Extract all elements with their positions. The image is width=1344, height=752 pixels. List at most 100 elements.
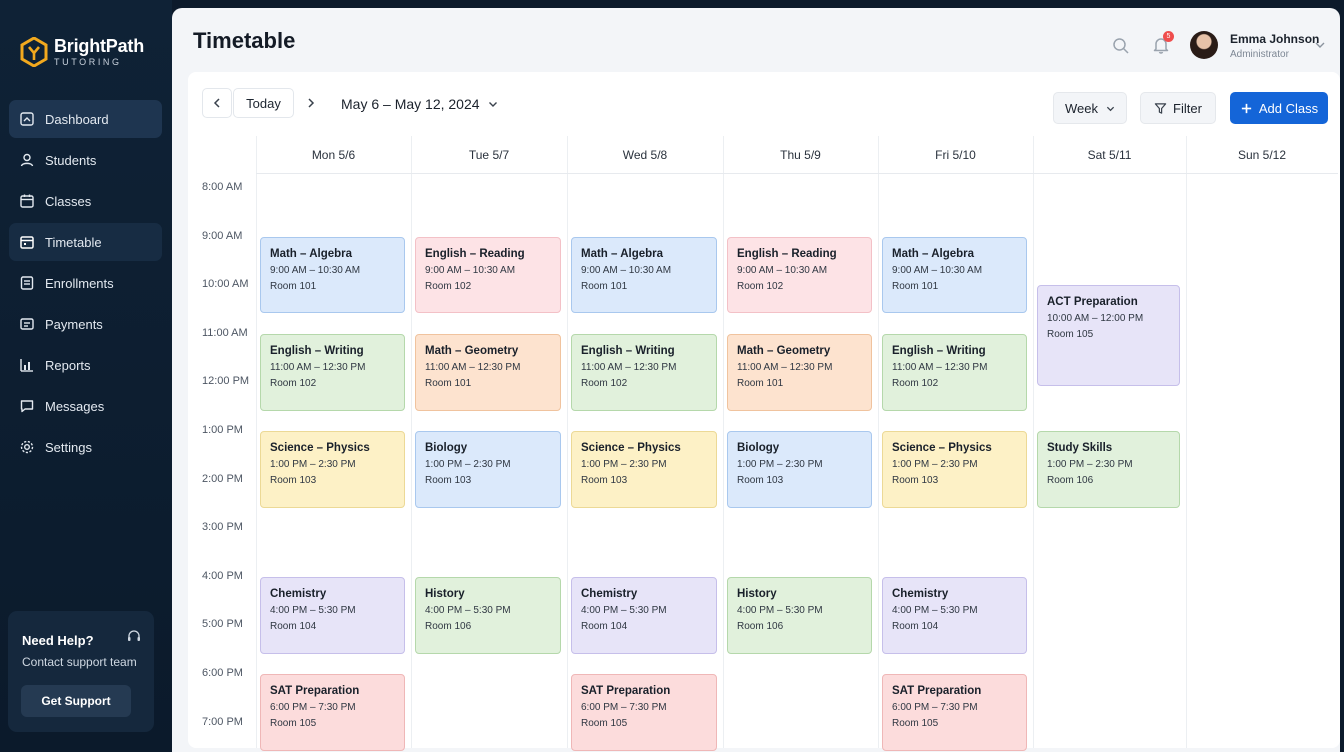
class-event[interactable]: Science – Physics 1:00 PM – 2:30 PM Room 1… bbox=[882, 431, 1027, 508]
class-room: Room 103 bbox=[581, 475, 628, 486]
class-event[interactable]: Chemistry 4:00 PM – 5:30 PM Room 104 bbox=[571, 576, 717, 654]
class-time: 1:00 PM – 2:30 PM bbox=[270, 459, 356, 470]
class-event[interactable]: Math – Algebra 9:00 AM – 10:30 AM Room 101 bbox=[260, 236, 405, 314]
class-event[interactable]: History 4:00 PM – 5:30 PM Room 106 bbox=[727, 576, 872, 654]
class-room: Room 104 bbox=[892, 620, 939, 632]
time-label: 3:00 PM bbox=[202, 521, 243, 534]
view-select-label: Week bbox=[1065, 100, 1098, 116]
grid-column-line bbox=[1033, 136, 1034, 748]
next-week-button[interactable] bbox=[296, 88, 326, 118]
class-event[interactable]: SAT Preparation 6:00 PM – 7:30 PM Room 105 bbox=[571, 674, 717, 751]
reports-icon bbox=[19, 357, 35, 373]
class-title: Math – Geometry bbox=[737, 344, 831, 357]
time-label: 8:00 AM bbox=[202, 181, 243, 193]
time-label: 10:00 AM bbox=[202, 278, 249, 291]
user-name[interactable]: Emma Johnson bbox=[1230, 32, 1320, 46]
add-class-button[interactable]: Add Class bbox=[1230, 92, 1328, 124]
brand-logo[interactable]: BrightPath TUTORING bbox=[20, 36, 144, 68]
class-event[interactable]: Chemistry 4:00 PM – 5:30 PM Room 104 bbox=[882, 576, 1027, 654]
messages-icon bbox=[19, 398, 35, 414]
class-event[interactable]: Chemistry 4:00 PM – 5:30 PM Room 104 bbox=[260, 576, 405, 654]
class-event[interactable]: Science – Physics 1:00 PM – 2:30 PM Room 1… bbox=[571, 431, 717, 508]
sidebar-item-settings[interactable]: Settings bbox=[9, 428, 162, 466]
class-event[interactable]: English – Writing 11:00 AM – 12:30 PM Room… bbox=[571, 333, 717, 411]
class-event[interactable]: History 4:00 PM – 5:30 PM Room 106 bbox=[415, 576, 561, 654]
sidebar-nav: Dashboard Students Classes Timetable Enr… bbox=[9, 100, 162, 469]
class-event[interactable]: English – Reading 9:00 AM – 10:30 AM Room … bbox=[415, 236, 561, 314]
time-label: 12:00 PM bbox=[202, 375, 250, 388]
date-range-selector[interactable]: May 6 – May 12, 2024 bbox=[341, 96, 498, 112]
sidebar-item-dashboard[interactable]: Dashboard bbox=[9, 100, 162, 138]
class-title: English – Writing bbox=[581, 344, 675, 357]
filter-button[interactable]: Filter bbox=[1140, 92, 1216, 124]
view-select[interactable]: Week bbox=[1053, 92, 1127, 124]
class-event[interactable]: Math – Geometry 11:00 AM – 12:30 PM Room 1… bbox=[727, 333, 872, 411]
sidebar-item-payments[interactable]: Payments bbox=[9, 305, 162, 343]
payments-icon bbox=[19, 316, 35, 332]
class-event[interactable]: English – Writing 11:00 AM – 12:30 PM Room… bbox=[882, 333, 1027, 411]
class-title: English – Reading bbox=[425, 247, 525, 260]
sidebar-item-label: Reports bbox=[45, 357, 91, 373]
today-button[interactable]: Today bbox=[233, 88, 294, 118]
day-header[interactable]: Fri 5/10 bbox=[878, 136, 1033, 174]
day-header[interactable]: Thu 5/9 bbox=[723, 136, 878, 174]
class-room: Room 102 bbox=[581, 377, 628, 389]
class-time: 4:00 PM – 5:30 PM bbox=[892, 604, 978, 616]
grid-column-line bbox=[1186, 136, 1187, 748]
class-event[interactable]: Biology 1:00 PM – 2:30 PM Room 103 bbox=[415, 431, 561, 508]
chevron-left-icon bbox=[213, 98, 220, 108]
help-title: Need Help? bbox=[22, 633, 94, 648]
sidebar-item-label: Timetable bbox=[45, 234, 102, 250]
previous-week-button[interactable] bbox=[202, 88, 232, 118]
class-room: Room 103 bbox=[737, 475, 784, 486]
sidebar-item-students[interactable]: Students bbox=[9, 141, 162, 179]
avatar[interactable] bbox=[1190, 31, 1218, 59]
sidebar-item-messages[interactable]: Messages bbox=[9, 387, 162, 425]
class-title: History bbox=[737, 587, 777, 600]
class-time: 1:00 PM – 2:30 PM bbox=[737, 459, 823, 470]
class-event[interactable]: Math – Algebra 9:00 AM – 10:30 AM Room 101 bbox=[882, 236, 1027, 314]
get-support-button[interactable]: Get Support bbox=[21, 685, 131, 717]
class-time: 9:00 AM – 10:30 AM bbox=[581, 264, 672, 276]
sidebar-item-timetable[interactable]: Timetable bbox=[9, 223, 162, 261]
class-title: English – Writing bbox=[270, 344, 364, 357]
class-event[interactable]: Biology 1:00 PM – 2:30 PM Room 103 bbox=[727, 431, 872, 508]
grid-column-line bbox=[411, 136, 412, 748]
class-title: Chemistry bbox=[270, 587, 327, 600]
class-time: 6:00 PM – 7:30 PM bbox=[270, 702, 356, 713]
class-time: 4:00 PM – 5:30 PM bbox=[581, 604, 667, 616]
settings-icon bbox=[19, 439, 35, 455]
class-event[interactable]: Math – Algebra 9:00 AM – 10:30 AM Room 101 bbox=[571, 236, 717, 314]
class-title: Math – Algebra bbox=[892, 247, 975, 260]
search-icon[interactable] bbox=[1112, 37, 1130, 55]
class-title: SAT Preparation bbox=[581, 685, 671, 697]
class-event[interactable]: ACT Preparation 10:00 AM – 12:00 PM Room 1… bbox=[1037, 285, 1180, 387]
filter-label: Filter bbox=[1173, 100, 1202, 116]
class-time: 1:00 PM – 2:30 PM bbox=[581, 459, 667, 470]
class-event[interactable]: English – Writing 11:00 AM – 12:30 PM Room… bbox=[260, 333, 405, 411]
class-event[interactable]: SAT Preparation 6:00 PM – 7:30 PM Room 105 bbox=[260, 674, 405, 751]
class-event[interactable]: Science – Physics 1:00 PM – 2:30 PM Room 1… bbox=[260, 431, 405, 508]
sidebar-item-enrollments[interactable]: Enrollments bbox=[9, 264, 162, 302]
sidebar-item-classes[interactable]: Classes bbox=[9, 182, 162, 220]
day-header[interactable]: Mon 5/6 bbox=[256, 136, 411, 174]
user-role: Administrator bbox=[1230, 49, 1289, 60]
day-header[interactable]: Wed 5/8 bbox=[567, 136, 723, 174]
day-header[interactable]: Sun 5/12 bbox=[1186, 136, 1338, 174]
notification-badge: 5 bbox=[1163, 31, 1174, 42]
class-time: 4:00 PM – 5:30 PM bbox=[425, 604, 511, 616]
class-event[interactable]: Math – Geometry 11:00 AM – 12:30 PM Room 1… bbox=[415, 333, 561, 411]
class-event[interactable]: Study Skills 1:00 PM – 2:30 PM Room 106 bbox=[1037, 431, 1180, 508]
time-label: 2:00 PM bbox=[202, 472, 243, 485]
class-time: 11:00 AM – 12:30 PM bbox=[270, 361, 366, 373]
chevron-down-icon[interactable] bbox=[1315, 40, 1325, 50]
class-title: Math – Algebra bbox=[581, 247, 664, 260]
day-header[interactable]: Tue 5/7 bbox=[411, 136, 567, 174]
day-header[interactable]: Sat 5/11 bbox=[1033, 136, 1186, 174]
main-panel: Timetable 5 Emma Johnson Administrator T… bbox=[172, 8, 1340, 752]
class-event[interactable]: English – Reading 9:00 AM – 10:30 AM Room … bbox=[727, 236, 872, 314]
sidebar-item-label: Students bbox=[45, 152, 97, 168]
class-event[interactable]: SAT Preparation 6:00 PM – 7:30 PM Room 105 bbox=[882, 674, 1027, 751]
sidebar-item-reports[interactable]: Reports bbox=[9, 346, 162, 384]
class-room: Room 105 bbox=[1047, 329, 1094, 341]
